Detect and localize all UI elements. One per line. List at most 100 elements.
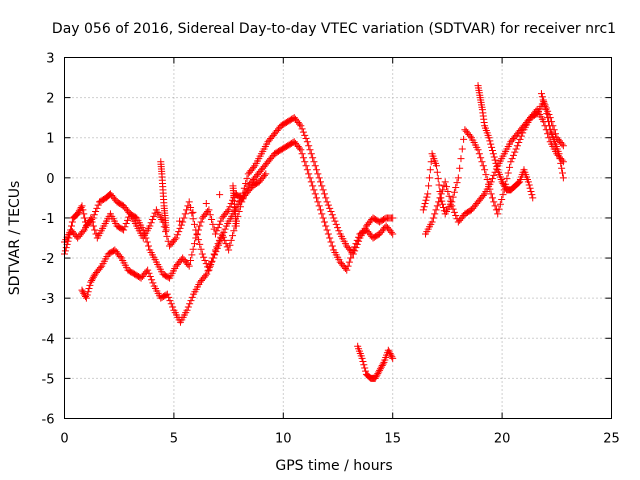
data-point <box>315 174 323 182</box>
data-point <box>91 226 99 234</box>
data-point <box>314 198 322 206</box>
data-point <box>544 118 552 126</box>
data-point <box>217 217 225 225</box>
data-point <box>489 150 497 158</box>
data-point <box>165 293 173 301</box>
data-point <box>438 197 446 205</box>
data-point <box>122 220 130 228</box>
data-point <box>212 248 220 256</box>
data-point <box>361 364 369 372</box>
data-point <box>351 243 359 251</box>
data-point <box>79 206 87 214</box>
data-point <box>207 260 215 268</box>
series-spikes <box>157 158 240 234</box>
data-point <box>545 122 553 130</box>
data-point <box>84 288 92 296</box>
data-point <box>452 212 460 220</box>
data-point <box>310 158 318 166</box>
data-point <box>544 130 552 138</box>
data-point <box>490 171 498 179</box>
data-point <box>496 200 504 208</box>
data-point <box>92 208 100 216</box>
data-point <box>479 191 487 199</box>
data-point <box>441 178 449 186</box>
data-point <box>328 211 336 219</box>
data-point <box>327 208 335 216</box>
data-point <box>385 348 393 356</box>
data-point <box>556 155 564 163</box>
data-point <box>435 198 443 206</box>
y-axis-label: SDTVAR / TECUs <box>7 181 23 296</box>
data-point <box>189 215 197 223</box>
data-point <box>180 214 188 222</box>
data-point <box>229 232 237 240</box>
data-point <box>433 168 441 176</box>
data-point <box>491 156 499 164</box>
data-point <box>348 250 356 258</box>
data-point <box>460 135 468 143</box>
data-point <box>558 140 566 148</box>
data-point <box>74 210 82 218</box>
data-point <box>145 269 153 277</box>
data-point <box>226 203 234 211</box>
data-point <box>181 210 189 218</box>
data-point <box>319 186 327 194</box>
y-tick-label: 3 <box>46 52 54 67</box>
data-point <box>250 163 258 171</box>
data-point <box>243 175 251 183</box>
data-point <box>538 93 546 101</box>
x-tick-label: 10 <box>275 432 292 447</box>
data-point <box>311 190 319 198</box>
data-point <box>487 190 495 198</box>
data-point <box>386 350 394 358</box>
data-point <box>436 194 444 202</box>
data-point <box>147 219 155 227</box>
data-point <box>204 267 212 275</box>
data-point <box>201 272 209 280</box>
data-point <box>75 207 83 215</box>
data-point <box>146 222 154 230</box>
data-point <box>201 256 209 264</box>
data-point <box>439 204 447 212</box>
data-point <box>306 146 314 154</box>
data-point <box>167 300 175 308</box>
data-point <box>343 266 351 274</box>
data-point <box>507 158 515 166</box>
data-point <box>166 297 174 305</box>
data-point <box>528 191 536 199</box>
data-point <box>389 354 397 362</box>
data-point <box>307 150 315 158</box>
data-point <box>334 224 342 232</box>
data-point <box>360 361 368 369</box>
data-point <box>506 163 514 171</box>
data-point <box>362 367 370 375</box>
data-point <box>202 260 210 268</box>
data-point <box>434 175 442 183</box>
data-point <box>209 254 217 262</box>
data-point <box>227 236 235 244</box>
data-point <box>315 202 323 210</box>
plot-frame <box>64 57 612 419</box>
data-point <box>324 230 332 238</box>
data-point <box>185 262 193 270</box>
data-point <box>169 303 177 311</box>
data-point <box>89 275 97 283</box>
data-point <box>309 154 317 162</box>
data-point <box>543 110 551 118</box>
data-point <box>384 346 392 354</box>
chart-title: Day 056 of 2016, Sidereal Day-to-day VTE… <box>52 21 616 37</box>
data-point <box>198 250 206 258</box>
series-track-c <box>78 170 270 326</box>
data-point <box>188 209 196 217</box>
data-point <box>206 211 214 219</box>
data-point <box>146 273 154 281</box>
data-point <box>173 231 181 239</box>
data-point <box>323 226 331 234</box>
data-point <box>389 214 397 222</box>
data-point <box>498 178 506 186</box>
data-point <box>208 216 216 224</box>
series-track-f <box>422 98 567 238</box>
data-point <box>498 195 506 203</box>
data-point <box>511 148 519 156</box>
data-point <box>445 192 453 200</box>
